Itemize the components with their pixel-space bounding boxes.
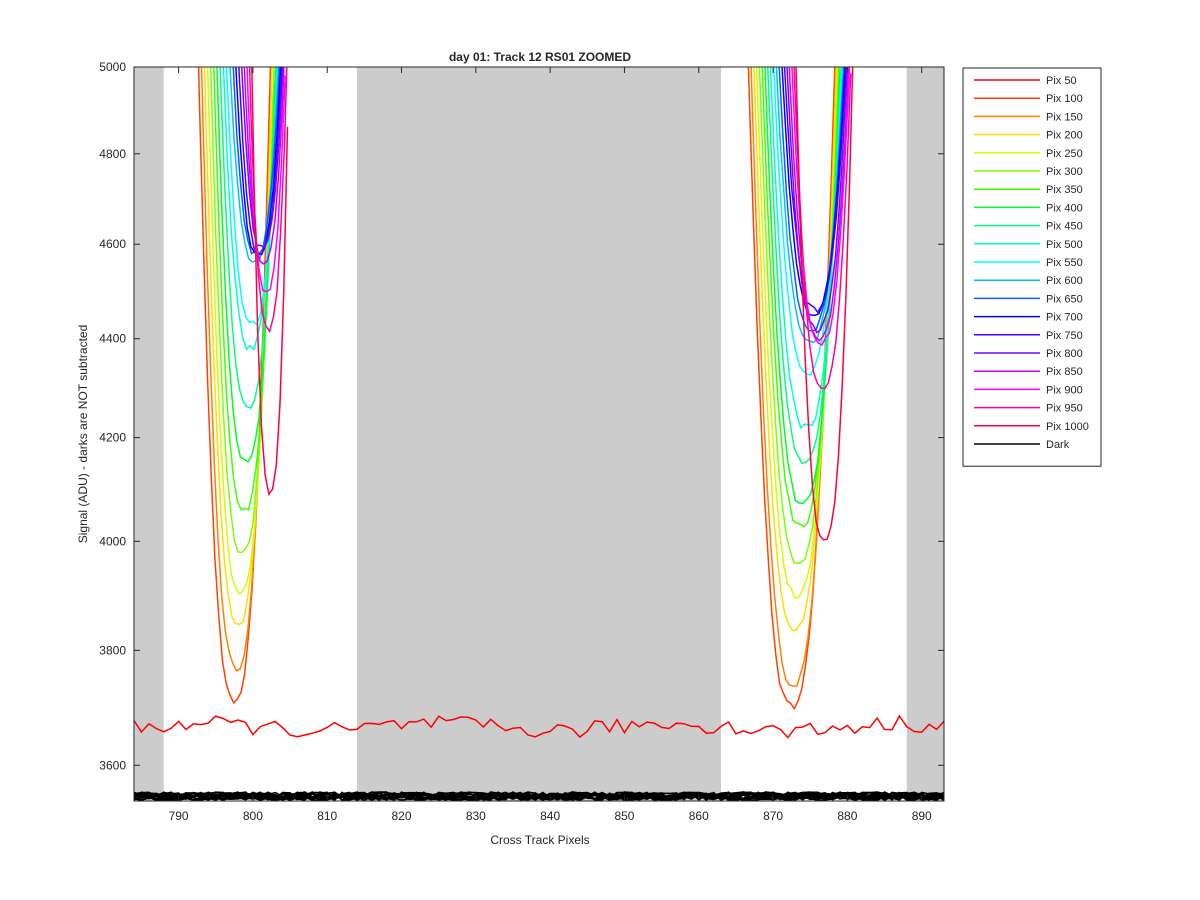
legend-label: Pix 750	[1046, 330, 1083, 342]
x-axis-label: Cross Track Pixels	[490, 833, 589, 847]
legend-label: Pix 100	[1046, 93, 1083, 105]
series-line-pix-50	[134, 714, 944, 739]
y-tick-label: 4400	[99, 332, 126, 346]
series-line-pix-900	[246, 67, 851, 347]
legend: Pix 50 Pix 100 Pix 150 Pix 200 Pix 250 Pix 30…	[962, 67, 1102, 467]
legend-label: Pix 50	[1046, 75, 1077, 87]
x-tick-label: 880	[837, 809, 857, 823]
series-line-pix-800	[240, 67, 848, 334]
y-tick-label: 4800	[99, 147, 126, 161]
legend-label: Pix 550	[1046, 257, 1083, 269]
x-tick-label: 830	[466, 809, 486, 823]
legend-label: Pix 250	[1046, 148, 1083, 160]
dark-trace-16	[134, 791, 944, 801]
y-tick-label: 4000	[99, 534, 126, 548]
plot-area: 790 800 810 820 830 840 850 860 870 880 890 3600 380…	[99, 60, 945, 823]
x-tick-label: 800	[243, 809, 263, 823]
legend-label: Pix 850	[1046, 366, 1083, 378]
legend-label: Pix 150	[1046, 111, 1083, 123]
legend-label: Pix 450	[1046, 221, 1083, 233]
legend-label: Dark	[1046, 439, 1070, 451]
shaded-region-2	[356, 67, 722, 801]
legend-label: Pix 300	[1046, 166, 1083, 178]
legend-label: Pix 900	[1046, 384, 1083, 396]
x-tick-label: 860	[689, 809, 709, 823]
legend-label: Pix 400	[1046, 202, 1083, 214]
shaded-region-3	[906, 67, 944, 801]
legend-label: Pix 500	[1046, 239, 1083, 251]
legend-label: Pix 950	[1046, 403, 1083, 415]
x-tick-label: 850	[614, 809, 634, 823]
curves-group	[134, 67, 944, 801]
legend-label: Pix 800	[1046, 348, 1083, 360]
x-tick-label: 890	[912, 809, 932, 823]
series-line-pix-850	[243, 67, 850, 342]
legend-label: Pix 350	[1046, 184, 1083, 196]
legend-label: Pix 600	[1046, 275, 1083, 287]
y-axis-label: Signal (ADU) - darks are NOT subtracted	[76, 325, 90, 544]
legend-label: Pix 1000	[1046, 421, 1089, 433]
y-tick-label: 4200	[99, 431, 126, 445]
x-tick-label: 820	[392, 809, 412, 823]
x-tick-label: 840	[540, 809, 560, 823]
y-tick-label: 4600	[99, 237, 126, 251]
axes-box	[133, 66, 945, 802]
y-tick-label: 3800	[99, 643, 126, 657]
y-tick-label: 3600	[99, 758, 126, 772]
series-line-pix-1000	[251, 67, 854, 541]
legend-label: Pix 700	[1046, 312, 1083, 324]
x-tick-label: 810	[317, 809, 337, 823]
legend-label: Pix 650	[1046, 293, 1083, 305]
x-tick-label: 870	[763, 809, 783, 823]
chart-title: day 01: Track 12 RS01 ZOOMED	[449, 50, 631, 64]
series-line-pix-750	[238, 67, 847, 314]
legend-label: Pix 200	[1046, 130, 1083, 142]
y-tick-label: 5000	[99, 60, 126, 74]
shaded-region-1	[134, 67, 164, 801]
x-tick-label: 790	[169, 809, 189, 823]
